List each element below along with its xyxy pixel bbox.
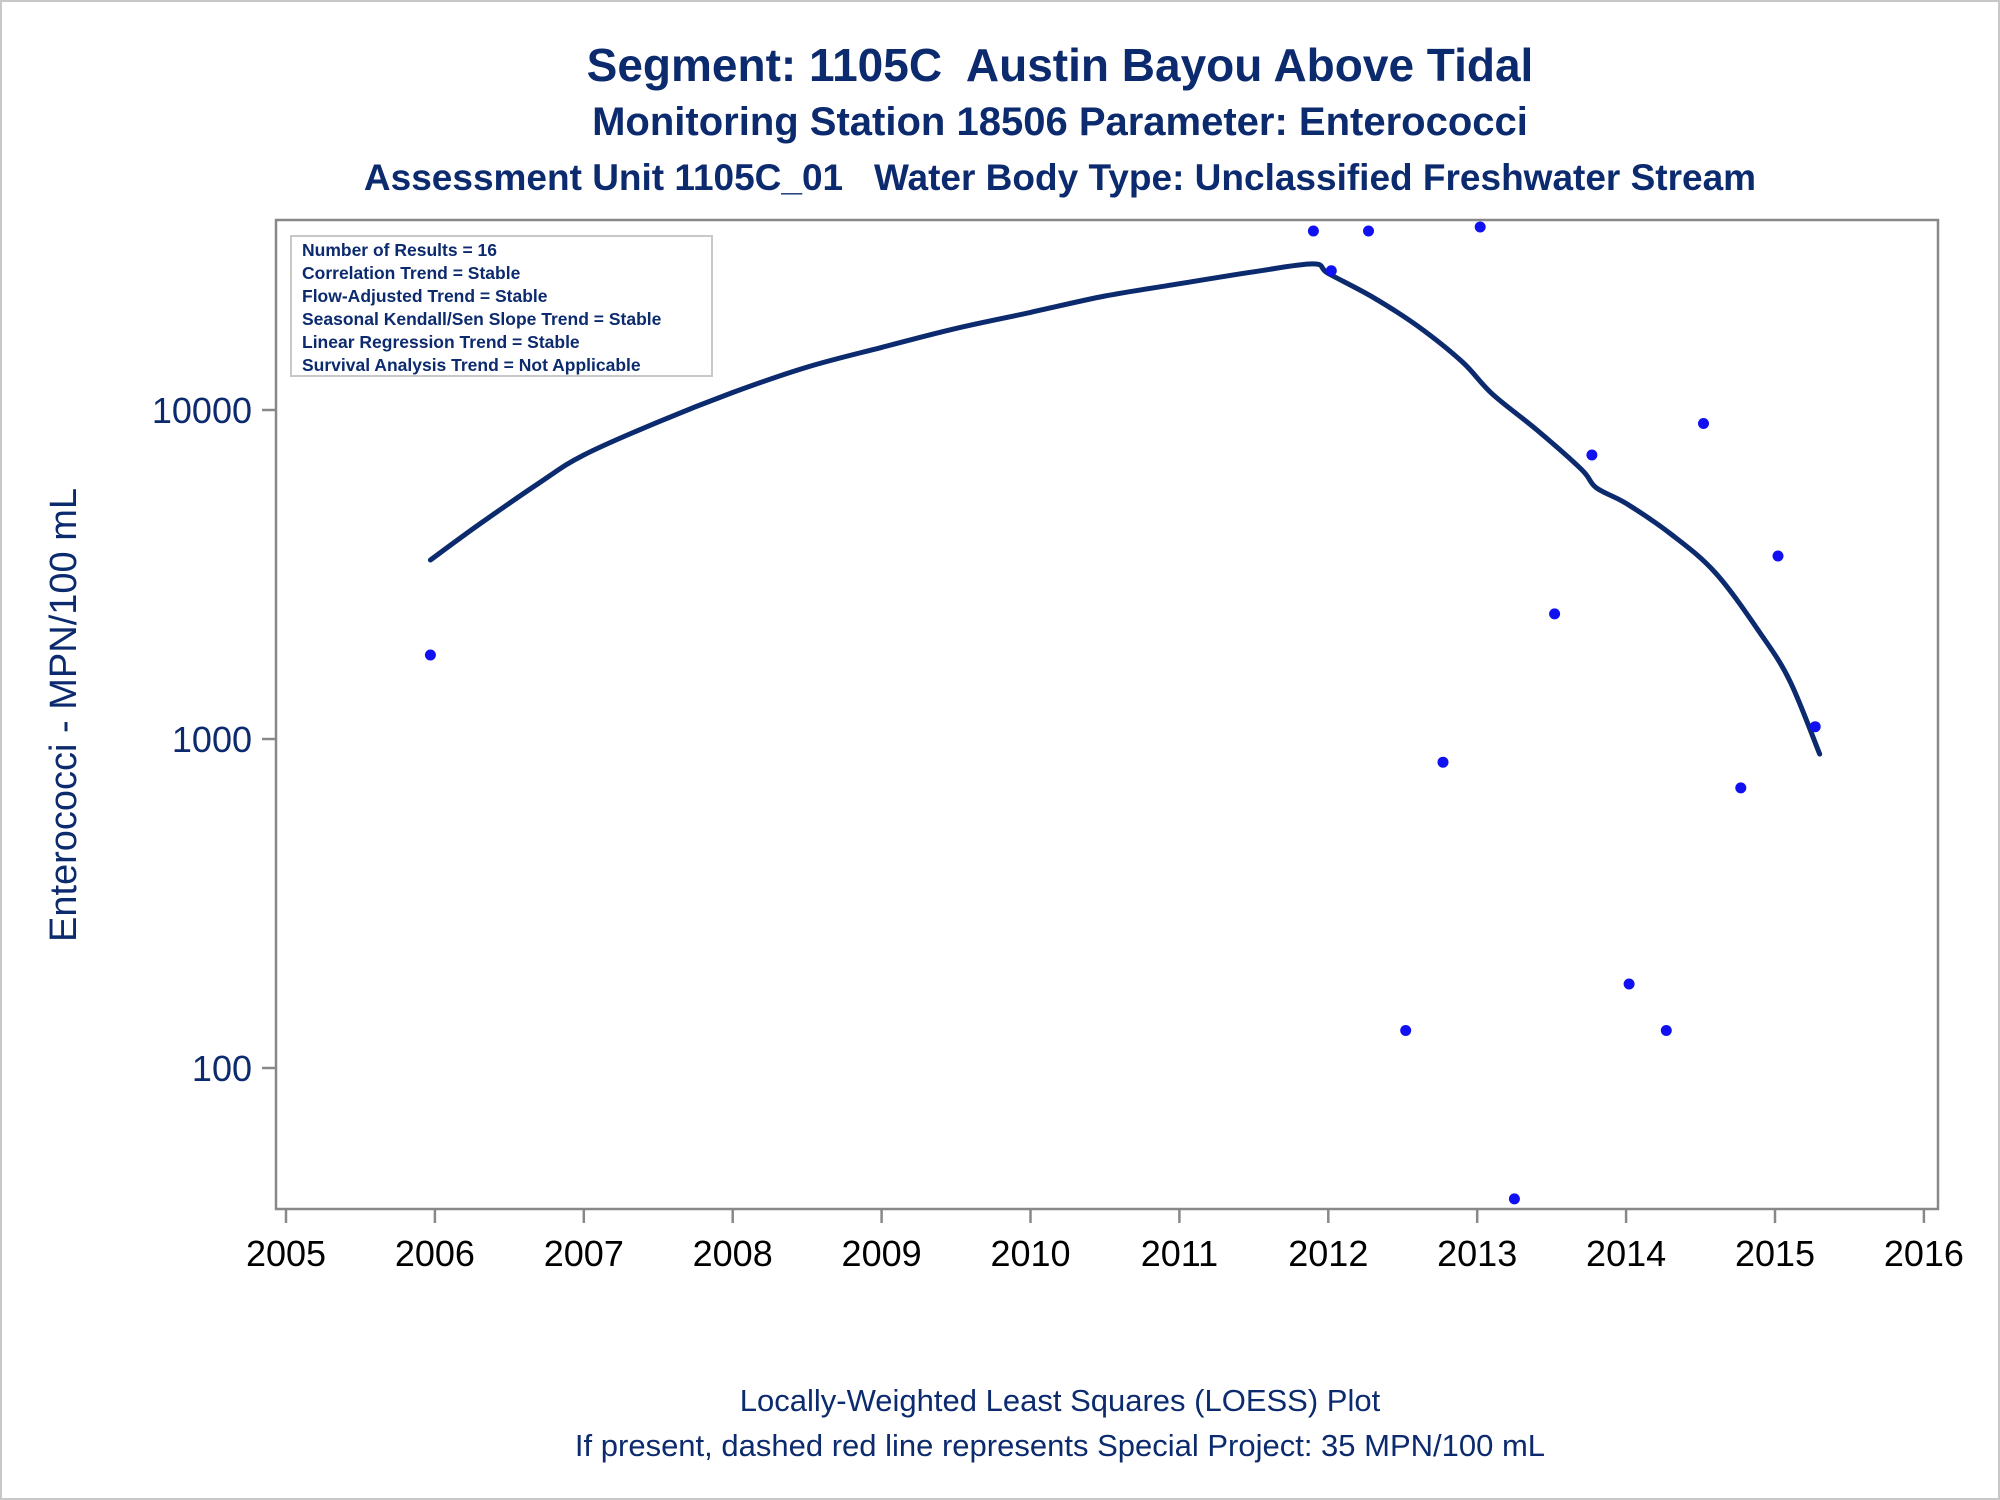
y-tick-label: 1000: [172, 719, 252, 760]
y-tick-label: 10000: [152, 390, 252, 431]
stats-line-linear-regression: Linear Regression Trend = Stable: [302, 332, 580, 352]
x-tick-label: 2009: [842, 1233, 922, 1274]
loess-curve-group: [427, 261, 1823, 757]
data-point: [1698, 418, 1709, 429]
x-tick-label: 2008: [693, 1233, 773, 1274]
footer-plot-type: Locally-Weighted Least Squares (LOESS) P…: [739, 1383, 1381, 1418]
data-point: [1623, 978, 1635, 990]
x-tick-label: 2014: [1586, 1233, 1666, 1274]
data-point: [1660, 1025, 1672, 1036]
plot-area: [274, 218, 1940, 1211]
data-point: [1508, 1193, 1520, 1205]
data-point: [1586, 449, 1598, 461]
data-point: [1549, 608, 1561, 620]
data-point: [1809, 721, 1821, 733]
chart-title: Segment: 1105C Austin Bayou Above Tidal: [586, 39, 1534, 91]
data-point: [1325, 265, 1337, 277]
data-point: [1772, 550, 1784, 562]
stats-line-correlation: Correlation Trend = Stable: [302, 263, 521, 283]
footer-special-project-note: If present, dashed red line represents S…: [574, 1428, 1546, 1463]
stats-line-seasonal-kendall: Seasonal Kendall/Sen Slope Trend = Stabl…: [302, 309, 662, 329]
data-point: [1363, 225, 1374, 237]
stats-line-flow-adjusted: Flow-Adjusted Trend = Stable: [302, 286, 548, 306]
data-points: [424, 221, 1821, 1205]
chart-subtitle-assessment: Assessment Unit 1105C_01 Water Body Type…: [363, 157, 1757, 198]
x-tick-label: 2015: [1735, 1233, 1815, 1274]
data-point: [1307, 225, 1319, 237]
x-tick-label: 2007: [544, 1233, 624, 1274]
data-point: [1474, 221, 1486, 233]
x-tick-label: 2011: [1141, 1233, 1218, 1274]
data-point: [1437, 756, 1449, 768]
y-axis-label: Enterococci - MPN/100 mL: [43, 488, 85, 942]
loess-line: [427, 261, 1823, 757]
x-tick-label: 2010: [990, 1233, 1070, 1274]
stats-line-survival-analysis: Survival Analysis Trend = Not Applicable: [302, 355, 641, 375]
data-point: [1400, 1025, 1412, 1036]
x-tick-label: 2013: [1437, 1233, 1517, 1274]
stats-line-results: Number of Results = 16: [302, 240, 497, 260]
stats-box: Number of Results = 16 Correlation Trend…: [290, 235, 713, 377]
x-axis: 2005 2006 2007 2008 2009 2010 2011 2012 2013 2014…: [246, 1209, 1964, 1274]
data-point: [424, 649, 436, 661]
stats-box-border: [290, 235, 713, 377]
data-point: [1735, 782, 1747, 794]
y-tick-label: 100: [192, 1048, 252, 1089]
x-tick-label: 2016: [1884, 1233, 1964, 1274]
x-tick-label: 2005: [246, 1233, 326, 1274]
x-tick-label: 2006: [395, 1233, 475, 1274]
x-tick-label: 2012: [1288, 1233, 1368, 1274]
y-axis: 100 1000 10000: [152, 390, 276, 1089]
chart-subtitle-station: Monitoring Station 18506 Parameter: Ente…: [592, 100, 1528, 144]
